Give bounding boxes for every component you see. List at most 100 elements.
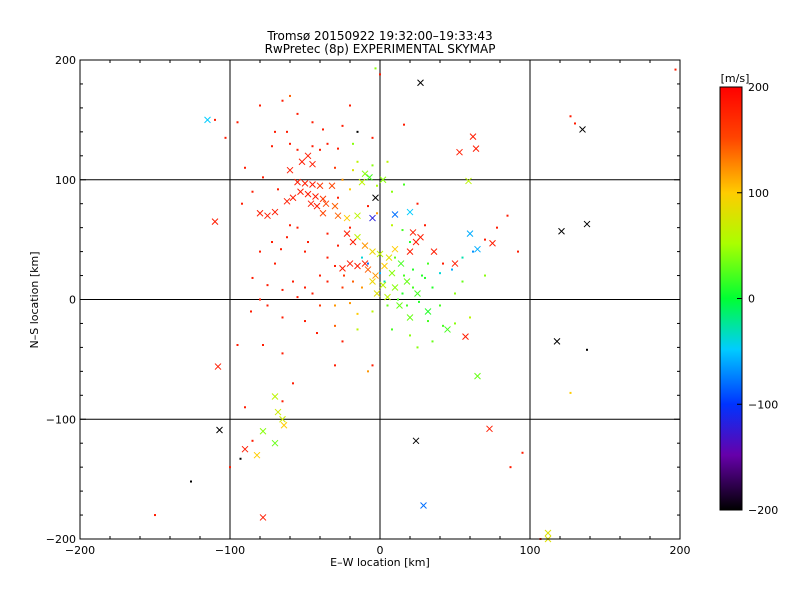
data-point-dot [190, 480, 192, 483]
data-point-dot [296, 148, 299, 151]
data-point-dot [334, 304, 336, 307]
data-point-dot [341, 178, 344, 181]
data-point-cross [286, 166, 294, 174]
data-point-dot [674, 68, 677, 71]
data-point-dot [454, 322, 456, 325]
data-point-cross [397, 260, 405, 267]
data-point-dot [251, 276, 254, 279]
data-point-dot [154, 514, 156, 517]
data-point-dot [409, 334, 411, 337]
data-point-dot [341, 340, 344, 343]
data-point-cross [354, 212, 361, 220]
data-point-dot [241, 202, 243, 205]
data-point-cross [474, 245, 481, 253]
data-point-dot [371, 136, 374, 139]
data-point-cross [412, 238, 420, 246]
data-point-dot [319, 274, 321, 277]
data-point-dot [292, 280, 294, 283]
data-point-dot [281, 99, 284, 102]
data-point-cross [406, 248, 414, 255]
data-point-dot [371, 364, 374, 367]
data-point-cross [544, 529, 552, 537]
data-point-dot [356, 130, 359, 133]
chart-title: Tromsø 20150922 19:32:00–19:33:43 [266, 29, 492, 43]
data-point-cross [379, 281, 387, 289]
data-point-cross [349, 238, 357, 246]
data-point-dot [277, 188, 279, 191]
data-point-dot [403, 274, 405, 277]
data-point-dot [506, 214, 509, 217]
data-point-dot [244, 406, 246, 409]
data-point-cross [271, 393, 279, 400]
data-point-dot [356, 328, 359, 331]
data-point-dot [280, 248, 282, 251]
data-point-dot [259, 250, 261, 253]
data-point-cross [406, 314, 414, 321]
data-point-cross [391, 284, 399, 291]
data-point-cross [489, 239, 496, 247]
data-point-dot [484, 238, 486, 241]
data-point-dot [406, 304, 408, 307]
data-point-cross [259, 427, 267, 435]
x-tick-label: 200 [670, 544, 691, 557]
data-point-cross [412, 437, 420, 445]
data-point-dot [391, 224, 393, 227]
data-point-cross [409, 229, 417, 236]
data-point-cross [391, 211, 399, 218]
data-point-dot [386, 304, 389, 307]
data-point-cross [283, 197, 291, 205]
data-point-dot [469, 316, 471, 319]
data-point-dot [371, 164, 374, 167]
data-point-cross [280, 421, 288, 429]
data-point-cross [579, 126, 586, 133]
data-point-dot [311, 145, 314, 148]
data-point-dot [311, 292, 314, 295]
data-point-cross [430, 248, 438, 255]
data-point-cross [414, 290, 421, 297]
data-point-cross [271, 439, 279, 447]
colorbar-tick-label: 100 [748, 187, 769, 200]
data-point-dot [274, 130, 276, 133]
data-point-dot [374, 67, 377, 70]
data-point-cross [391, 245, 399, 253]
data-point-cross [373, 290, 381, 297]
data-point-cross [366, 174, 373, 181]
data-point-dot [236, 121, 239, 124]
data-point-dot [244, 166, 246, 169]
data-point-dot [296, 226, 299, 229]
data-point-dot [421, 274, 423, 277]
y-tick-label: −100 [46, 413, 76, 426]
data-point-dot [281, 400, 284, 403]
data-point-dot [401, 229, 404, 232]
data-point-dot [319, 304, 321, 307]
data-point-dot [367, 205, 369, 208]
y-axis-label: N–S location [km] [28, 251, 41, 348]
data-point-dot [334, 364, 336, 367]
data-point-dot [286, 236, 288, 239]
colorbar-tick-label: −200 [748, 504, 778, 517]
data-point-cross [316, 182, 324, 190]
data-point-dot [316, 332, 318, 335]
data-point-dot [304, 250, 306, 253]
data-point-dot [271, 145, 273, 148]
data-point-dot [319, 148, 321, 151]
data-point-dot [569, 115, 572, 118]
data-point-cross [385, 254, 393, 261]
data-point-dot [274, 262, 276, 265]
data-point-dot [307, 241, 309, 244]
data-point-cross [259, 514, 267, 521]
data-point-dot [361, 256, 363, 259]
data-point-cross [297, 188, 304, 196]
data-point-cross [214, 363, 222, 370]
data-point-dot [521, 451, 524, 454]
data-point-dot [349, 104, 351, 107]
data-point-cross [396, 302, 403, 309]
data-point-dot [379, 272, 381, 275]
data-point-dot [239, 457, 242, 460]
data-point-dot [296, 112, 299, 115]
data-point-dot [281, 316, 284, 319]
data-point-dot [311, 121, 314, 124]
data-point-cross [271, 208, 279, 216]
data-point-dot [386, 160, 389, 163]
y-axis: 200 100 0 −100 −200 [46, 54, 680, 546]
